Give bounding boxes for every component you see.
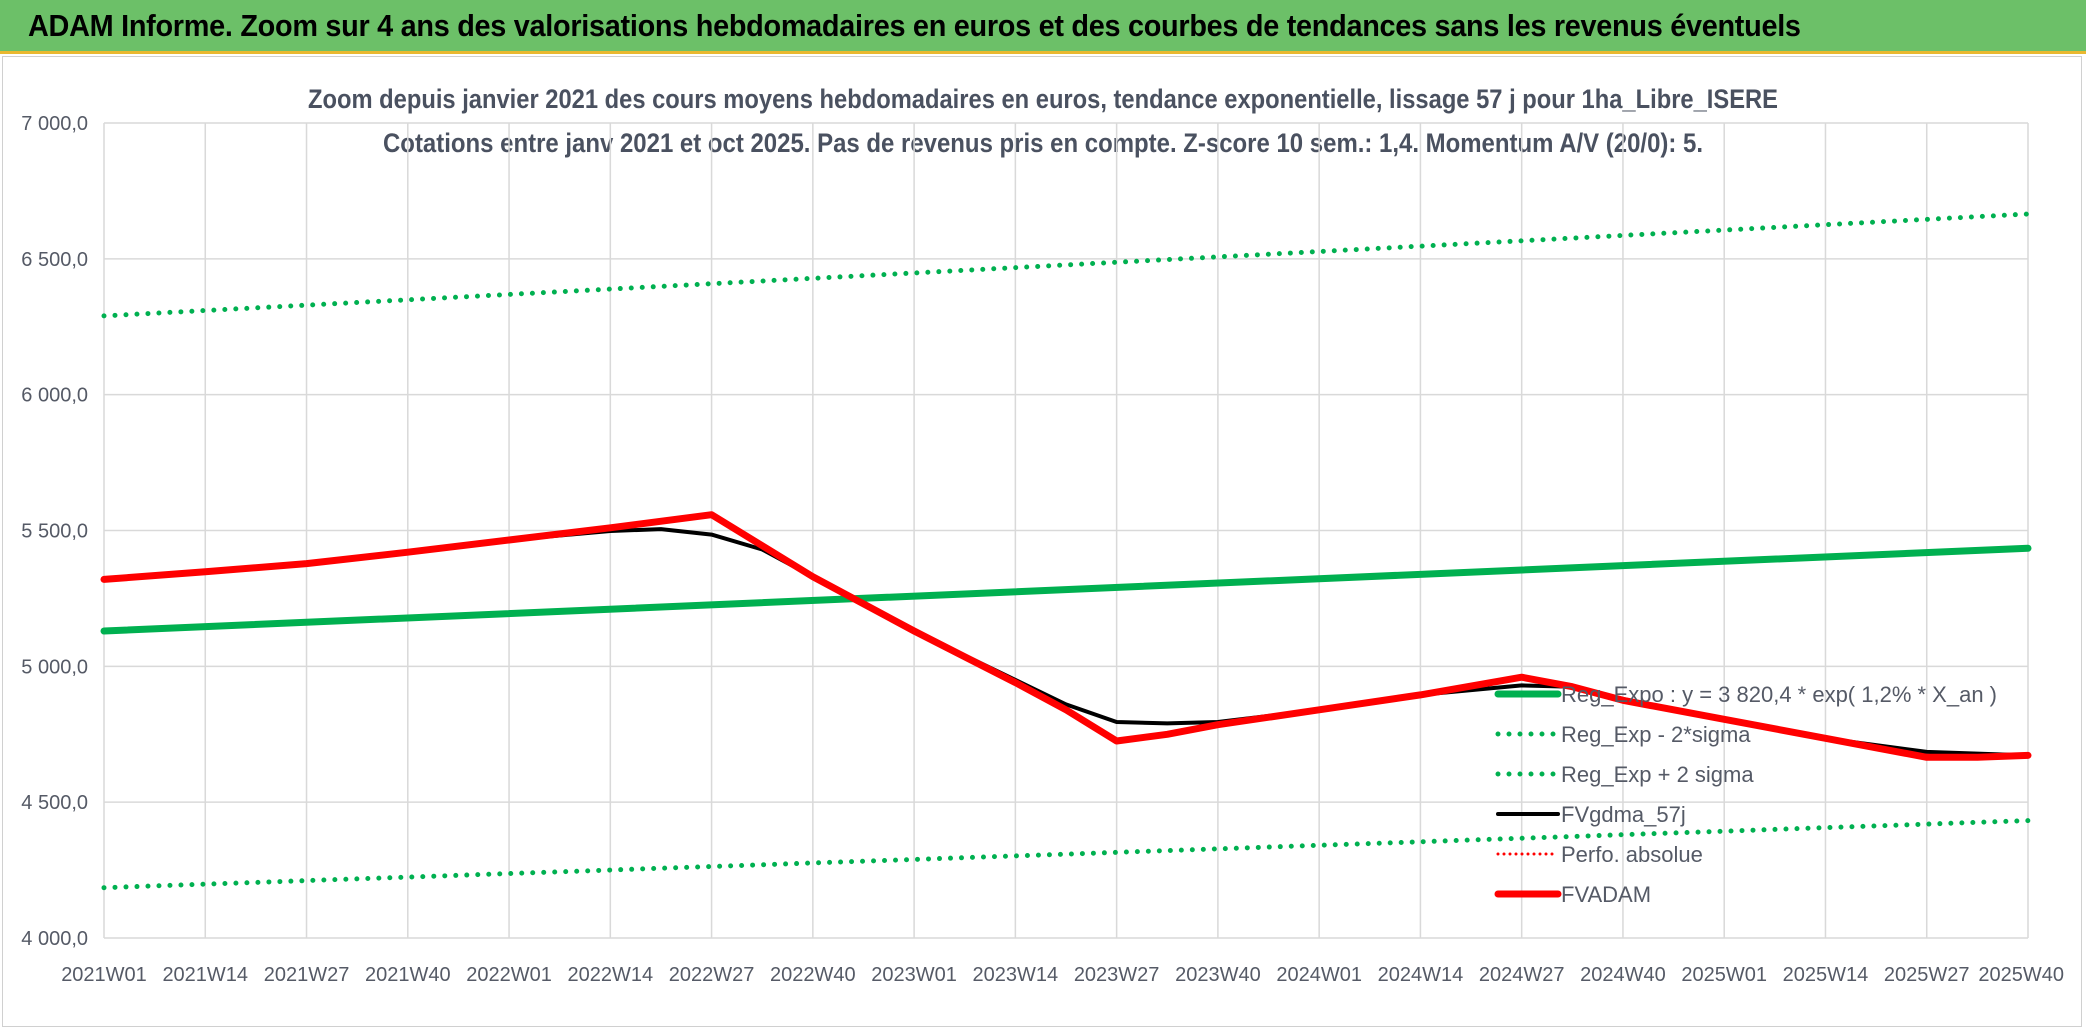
x-tick-label: 2023W40 bbox=[1175, 964, 1261, 986]
legend-label-4: Perfo. absolue bbox=[1561, 842, 1703, 867]
x-tick-label: 2024W01 bbox=[1276, 964, 1362, 986]
x-tick-label: 2021W27 bbox=[264, 964, 350, 986]
legend-label-3: FVgdma_57j bbox=[1561, 802, 1686, 827]
legend: Reg_Expo : y = 3 820,4 * exp( 1,2% * X_a… bbox=[1494, 682, 1997, 907]
legend-label-1: Reg_Exp - 2*sigma bbox=[1561, 722, 1751, 747]
series-layer bbox=[100, 211, 2032, 891]
x-tick-label: 2024W14 bbox=[1378, 964, 1464, 986]
y-tick-label: 5 500,0 bbox=[21, 521, 88, 543]
y-tick-label: 4 500,0 bbox=[21, 792, 88, 814]
x-tick-label: 2022W40 bbox=[770, 964, 856, 986]
x-tick-label: 2025W14 bbox=[1783, 964, 1869, 986]
x-tick-label: 2022W01 bbox=[466, 964, 552, 986]
chart-title: Zoom depuis janvier 2021 des cours moyen… bbox=[308, 84, 1778, 114]
x-tick-label: 2021W40 bbox=[365, 964, 451, 986]
x-axis: 2021W01 2021W14 2021W27 2021W40 2022W01 2022W… bbox=[61, 964, 2064, 986]
report-header-bar: ADAM Informe. Zoom sur 4 ans des valoris… bbox=[0, 0, 2086, 54]
y-tick-label: 7 000,0 bbox=[21, 113, 88, 135]
series-line-5 bbox=[100, 511, 2032, 761]
x-tick-label: 2025W27 bbox=[1884, 964, 1970, 986]
x-tick-label: 2021W14 bbox=[162, 964, 248, 986]
legend-label-5: FVADAM bbox=[1561, 882, 1651, 907]
y-axis: 4 000,0 4 500,0 5 000,0 5 500,0 6 000,0 6 500… bbox=[21, 113, 88, 950]
chart-frame bbox=[2, 56, 2082, 1027]
report-title: ADAM Informe. Zoom sur 4 ans des valoris… bbox=[28, 8, 1801, 43]
y-tick-label: 5 000,0 bbox=[21, 656, 88, 678]
x-tick-label: 2024W27 bbox=[1479, 964, 1565, 986]
legend-label-2: Reg_Exp + 2 sigma bbox=[1561, 762, 1754, 787]
x-tick-label: 2023W14 bbox=[973, 964, 1059, 986]
series-line-2 bbox=[101, 211, 2031, 319]
series-line-1 bbox=[101, 818, 2031, 891]
x-tick-label: 2025W40 bbox=[1978, 964, 2064, 986]
grid-layer bbox=[103, 122, 2029, 939]
series-line-0 bbox=[100, 544, 2032, 635]
y-tick-label: 4 000,0 bbox=[21, 928, 88, 950]
y-tick-label: 6 500,0 bbox=[21, 249, 88, 271]
x-tick-label: 2022W14 bbox=[568, 964, 654, 986]
x-tick-label: 2024W40 bbox=[1580, 964, 1666, 986]
x-tick-label: 2021W01 bbox=[61, 964, 147, 986]
x-tick-label: 2023W01 bbox=[871, 964, 957, 986]
x-tick-label: 2022W27 bbox=[669, 964, 755, 986]
x-tick-label: 2023W27 bbox=[1074, 964, 1160, 986]
x-tick-label: 2025W01 bbox=[1681, 964, 1767, 986]
legend-label-0: Reg_Expo : y = 3 820,4 * exp( 1,2% * X_a… bbox=[1561, 682, 1997, 707]
chart-subtitle: Cotations entre janv 2021 et oct 2025. P… bbox=[383, 128, 1703, 158]
y-tick-label: 6 000,0 bbox=[21, 385, 88, 407]
